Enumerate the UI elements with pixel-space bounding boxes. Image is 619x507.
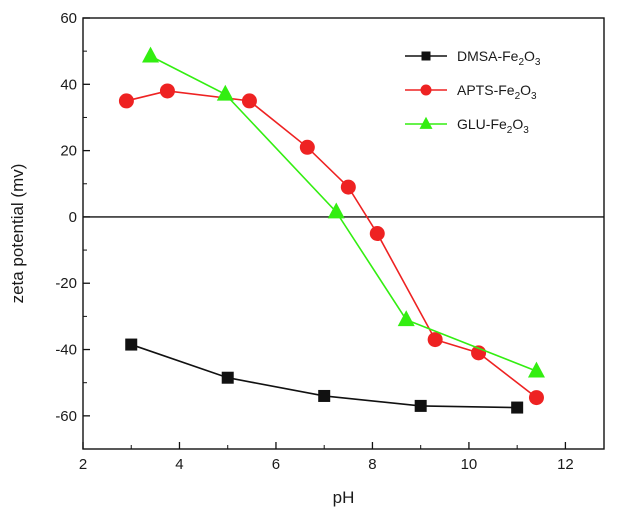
legend-marker <box>420 84 432 96</box>
data-point <box>125 338 138 351</box>
data-point <box>241 93 257 109</box>
data-point <box>159 83 175 99</box>
data-point <box>318 389 331 402</box>
data-point <box>397 310 415 327</box>
plot-frame <box>82 17 605 450</box>
data-point <box>299 139 315 155</box>
y-tick-label: -40 <box>55 342 77 359</box>
y-axis-title: zeta potential (mv) <box>8 164 27 304</box>
legend-label: DMSA-Fe2O3 <box>457 48 541 68</box>
legend-marker <box>419 116 433 129</box>
data-point <box>142 46 160 63</box>
x-tick-label: 8 <box>368 456 376 473</box>
data-point <box>414 399 427 412</box>
data-point <box>527 361 545 378</box>
y-tick-label: 20 <box>60 143 77 160</box>
y-tick-label: -20 <box>55 275 77 292</box>
axes: 2 4 6 8 10 12 -60 -40 -20 0 20 40 60 <box>55 10 605 473</box>
series-1 <box>118 83 544 406</box>
data-point <box>216 84 234 101</box>
data-point <box>221 371 234 384</box>
y-tick-label: -60 <box>55 408 77 425</box>
x-tick-label: 6 <box>272 456 280 473</box>
x-tick-label: 4 <box>175 456 183 473</box>
legend-item: APTS-Fe2O3 <box>405 82 537 102</box>
data-point <box>369 226 385 241</box>
y-tick-label: 60 <box>60 10 77 27</box>
series-2 <box>142 46 545 378</box>
x-tick-label: 2 <box>79 456 87 473</box>
data-point <box>340 179 356 195</box>
x-tick-label: 10 <box>461 456 478 473</box>
legend-item: DMSA-Fe2O3 <box>405 48 541 68</box>
legend-item: GLU-Fe2O3 <box>405 116 529 136</box>
x-axis-title: pH <box>333 488 355 507</box>
data-point <box>511 401 524 414</box>
y-tick-label: 40 <box>60 76 77 93</box>
legend: DMSA-Fe2O3 APTS-Fe2O3 GLU-Fe2O3 <box>405 48 541 136</box>
x-tick-label: 12 <box>557 456 574 473</box>
plot-series <box>118 46 545 414</box>
data-point <box>427 332 443 348</box>
series-0 <box>125 338 524 414</box>
legend-marker <box>421 51 431 61</box>
series-line <box>150 55 537 372</box>
y-tick-label: 0 <box>69 209 77 226</box>
data-point <box>327 202 345 219</box>
data-point <box>528 390 544 406</box>
legend-label: GLU-Fe2O3 <box>457 116 529 136</box>
legend-label: APTS-Fe2O3 <box>457 82 537 102</box>
data-point <box>118 93 134 109</box>
